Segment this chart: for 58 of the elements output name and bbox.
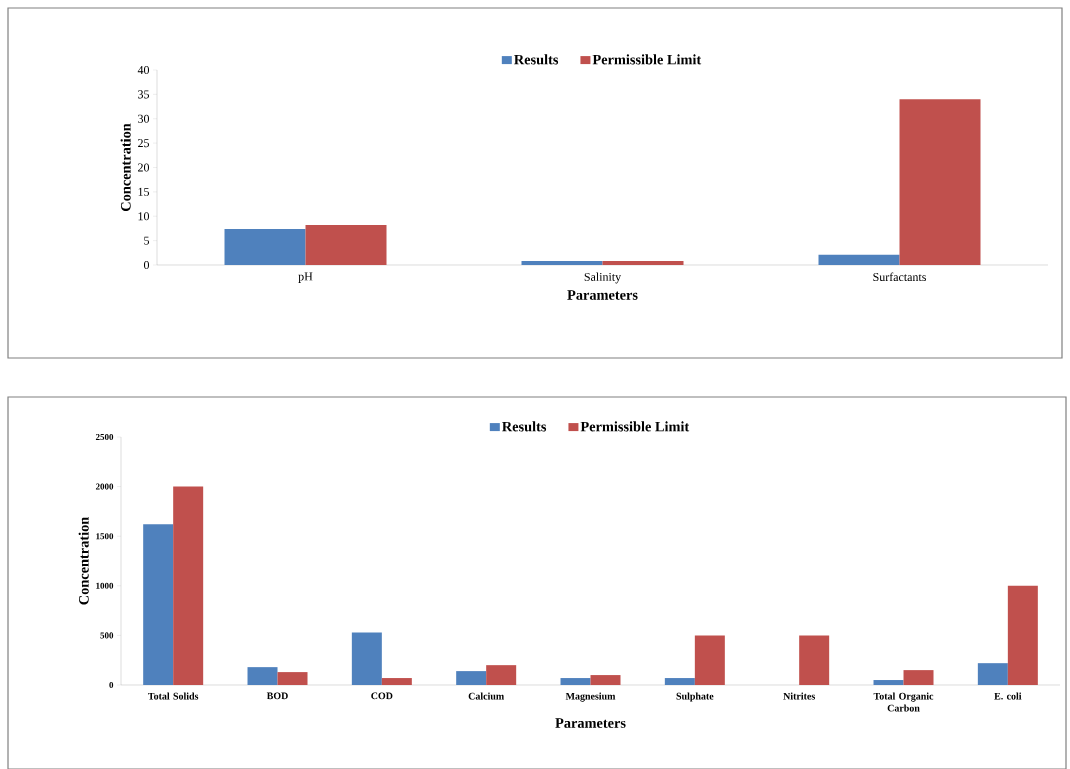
bar bbox=[143, 524, 174, 685]
bar bbox=[173, 486, 204, 685]
bar bbox=[694, 635, 725, 685]
x-tick-label: Total Solids bbox=[148, 692, 199, 700]
bar bbox=[521, 261, 603, 265]
y-tick-label: 25 bbox=[138, 139, 150, 148]
bar bbox=[903, 670, 934, 685]
y-tick-label: 35 bbox=[138, 90, 150, 99]
x-tick-label: Total Organic Carbon bbox=[873, 692, 934, 712]
legend-label: Results bbox=[502, 421, 547, 432]
y-tick-label: 10 bbox=[138, 212, 150, 221]
y-tick-label: 1000 bbox=[96, 582, 114, 589]
bar bbox=[305, 225, 387, 265]
bar bbox=[247, 667, 278, 685]
y-tick-label: 20 bbox=[138, 163, 150, 172]
bar bbox=[899, 99, 981, 265]
y-tick-label: 5 bbox=[144, 236, 150, 245]
x-tick-label: COD bbox=[371, 692, 393, 700]
bar bbox=[818, 254, 900, 265]
y-tick-label: 1500 bbox=[96, 533, 114, 540]
bar bbox=[664, 678, 695, 685]
bar bbox=[351, 632, 382, 685]
bar bbox=[560, 678, 591, 685]
y-axis-title: Concentration bbox=[120, 123, 131, 212]
x-tick-label: Sulphate bbox=[676, 692, 714, 702]
legend-label: Results bbox=[514, 54, 559, 65]
y-axis-title: Concentration bbox=[78, 516, 89, 605]
bar bbox=[799, 635, 830, 685]
x-axis-title: Parameters bbox=[555, 718, 626, 728]
bar bbox=[486, 665, 517, 685]
x-axis-title: Parameters bbox=[567, 290, 638, 300]
legend-label: Permissible Limit bbox=[592, 54, 702, 65]
x-tick-label: Magnesium bbox=[565, 692, 616, 702]
x-tick-label: Calcium bbox=[468, 692, 504, 700]
bar bbox=[277, 672, 308, 685]
bar bbox=[224, 228, 306, 265]
x-tick-label: BOD bbox=[266, 692, 288, 700]
y-tick-label: 0 bbox=[109, 681, 114, 689]
y-tick-label: 0 bbox=[143, 260, 150, 270]
bar bbox=[873, 680, 904, 685]
bar bbox=[602, 261, 684, 265]
y-tick-label: 2000 bbox=[95, 483, 114, 490]
y-tick-label: 500 bbox=[100, 632, 114, 639]
x-tick-label: E. coli bbox=[994, 692, 1022, 700]
y-tick-label: 30 bbox=[138, 114, 150, 123]
bar bbox=[977, 663, 1008, 685]
x-tick-label: Surfactants bbox=[873, 272, 926, 282]
x-tick-label: Nitrites bbox=[783, 692, 815, 700]
bar bbox=[381, 678, 412, 685]
x-tick-label: pH bbox=[298, 272, 313, 283]
y-tick-label: 40 bbox=[137, 65, 150, 75]
y-tick-label: 15 bbox=[138, 187, 150, 196]
x-tick-label: Salinity bbox=[584, 272, 622, 284]
bar bbox=[590, 675, 621, 685]
bar bbox=[456, 671, 487, 685]
legend-label: Permissible Limit bbox=[580, 421, 690, 432]
y-tick-label: 2500 bbox=[95, 433, 114, 441]
bar bbox=[1007, 585, 1038, 685]
